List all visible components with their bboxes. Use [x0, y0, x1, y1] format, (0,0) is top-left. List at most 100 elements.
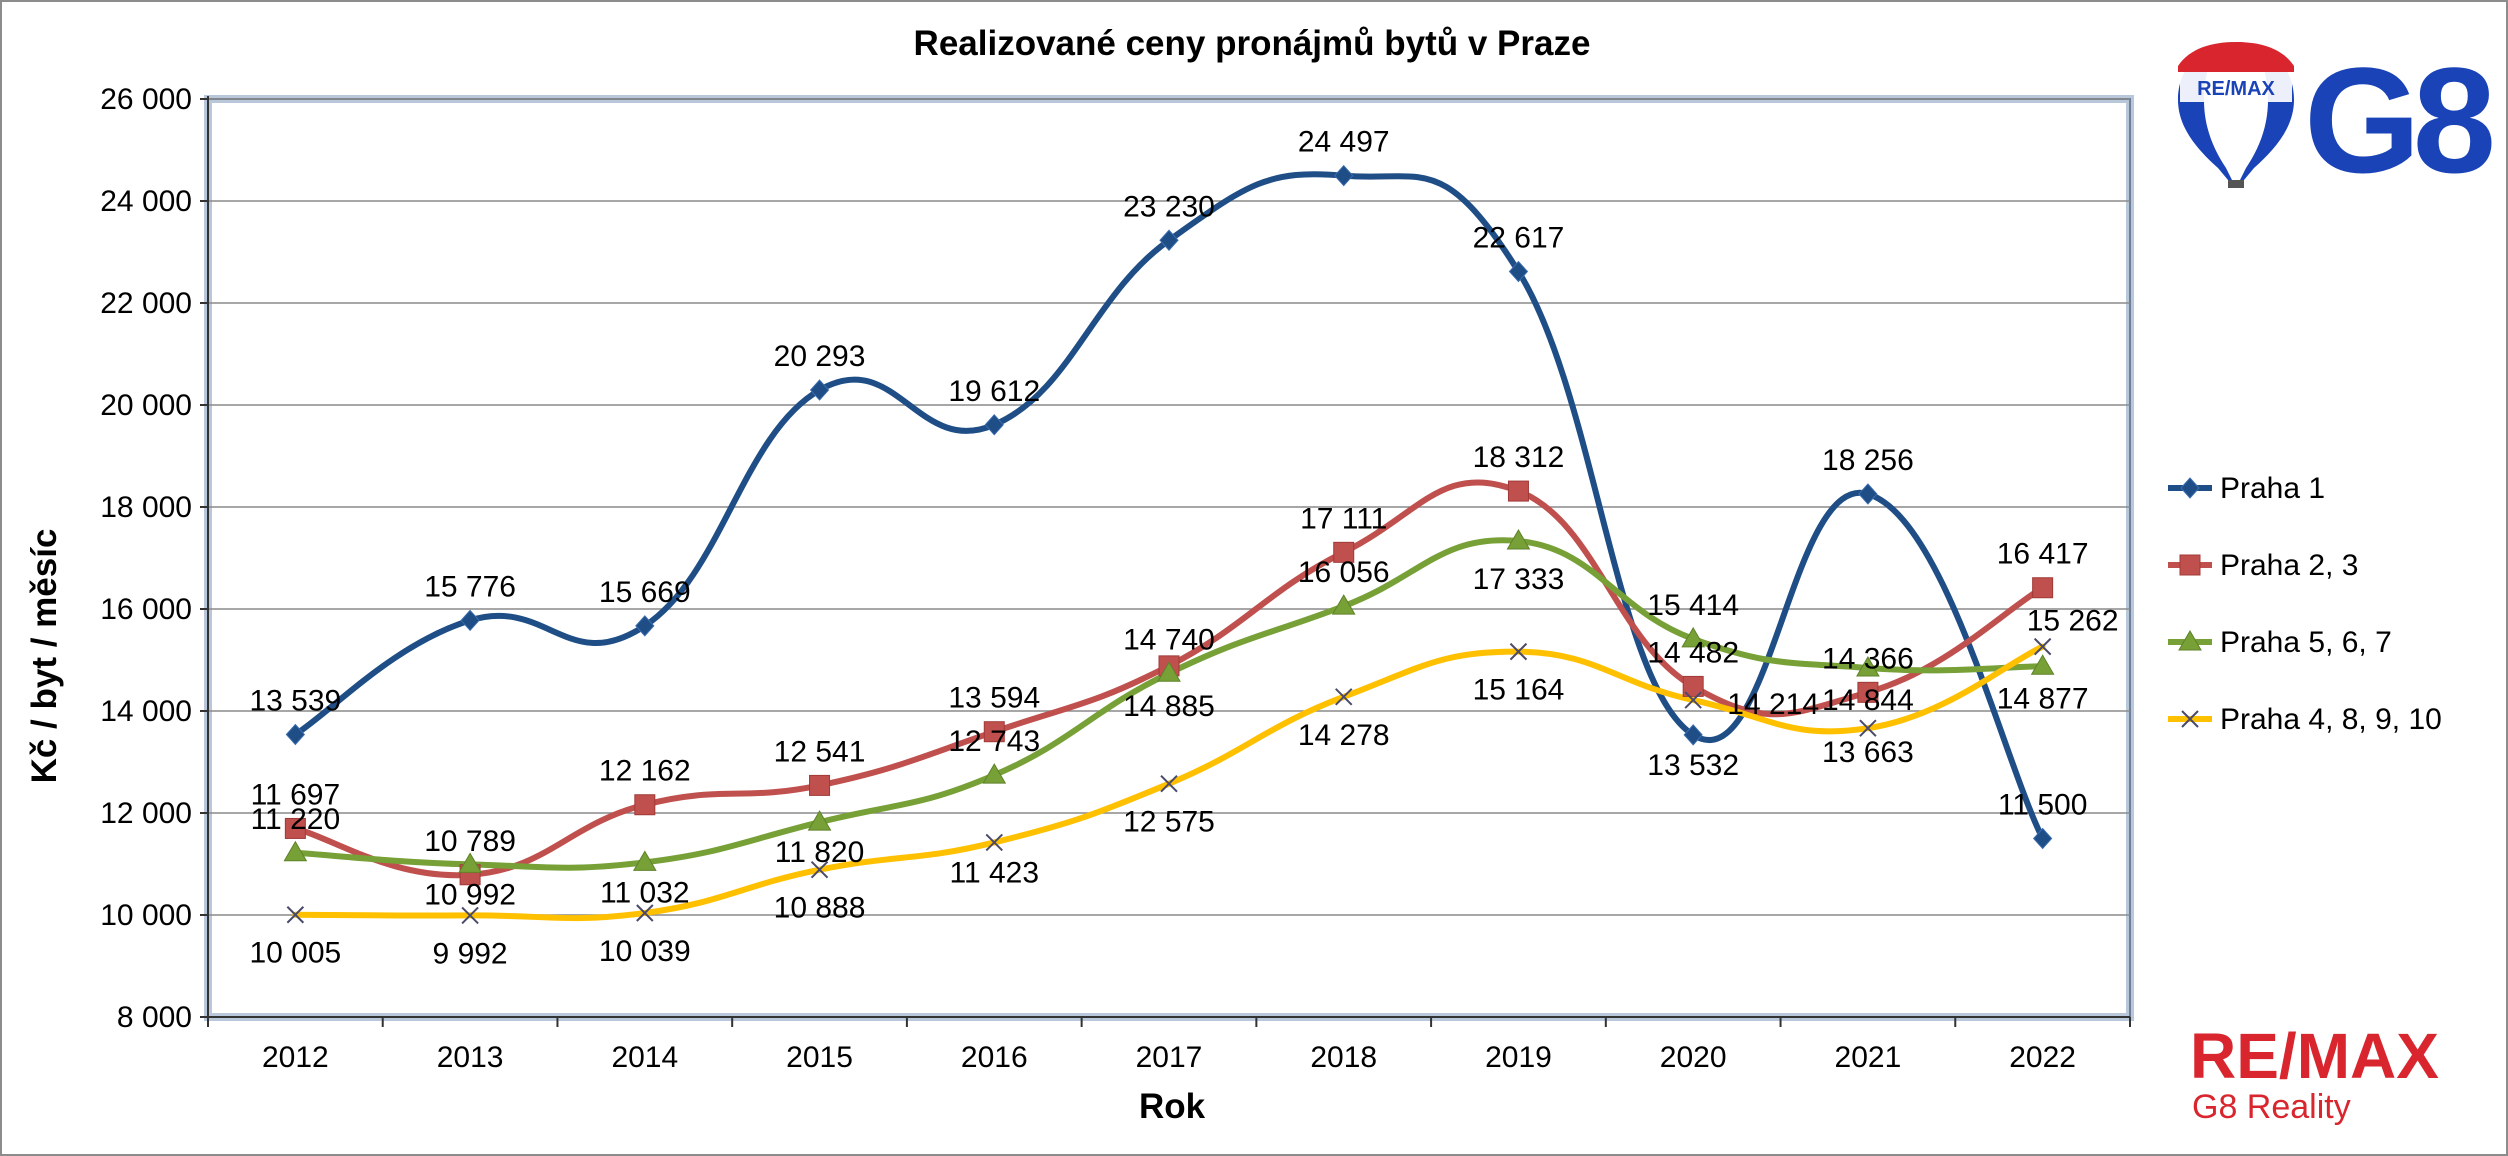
x-tick-label: 2018 [1310, 1041, 1377, 1074]
data-label: 15 776 [424, 570, 516, 603]
point-marker-x [636, 904, 654, 922]
point-marker-square [983, 721, 1005, 743]
data-label: 10 039 [599, 935, 691, 968]
data-label: 14 214 [1727, 688, 1819, 721]
point-marker-square [1333, 541, 1355, 563]
data-label: 14 877 [1997, 682, 2089, 715]
data-label: 22 617 [1473, 222, 1565, 255]
remax-subtitle: G8 Reality [2192, 1088, 2351, 1126]
y-tick-label: 10 000 [100, 899, 192, 932]
point-marker-diamond [1334, 164, 1354, 187]
x-axis-title: Rok [1139, 1087, 1206, 1126]
point-marker-triangle [1681, 626, 1706, 648]
data-label: 13 663 [1822, 736, 1914, 769]
point-marker-diamond [2180, 477, 2200, 499]
data-label: 16 417 [1997, 538, 2089, 571]
point-marker-diamond [460, 609, 480, 632]
point-marker-diamond [1858, 483, 1878, 505]
point-marker-x [1509, 642, 1528, 661]
x-tick-label: 2014 [611, 1041, 678, 1074]
x-tick-label: 2022 [2009, 1041, 2076, 1074]
data-label: 13 532 [1647, 749, 1739, 782]
x-axis: 2012 2013 2014 2015 2016 2017 2018 2019 2020 2021… [207, 1016, 2131, 1074]
data-label: 13 594 [948, 682, 1040, 715]
y-tick-label: 12 000 [100, 797, 192, 830]
data-label: 10 992 [424, 878, 516, 911]
data-label: 19 612 [948, 375, 1040, 408]
y-axis: 8 000 10 000 12 000 14 000 16 000 18 000 20 00… [100, 83, 209, 1034]
data-label: 10 789 [424, 825, 516, 858]
data-label: 15 262 [2027, 605, 2119, 638]
x-tick-label: 2012 [262, 1041, 329, 1074]
data-label: 18 256 [1822, 444, 1914, 477]
point-marker-triangle [2030, 654, 2055, 675]
data-label: 9 992 [433, 937, 508, 970]
data-label: 15 164 [1473, 674, 1565, 707]
point-marker-x [2181, 710, 2199, 728]
point-marker-square [284, 817, 306, 839]
point-marker-x [810, 861, 829, 879]
data-label: 12 541 [774, 735, 866, 768]
point-marker-square [809, 774, 831, 796]
point-marker-triangle [982, 763, 1007, 784]
point-marker-triangle [458, 852, 482, 873]
point-marker-x [1160, 774, 1178, 793]
balloon-logo-text: RE/MAX [2197, 78, 2275, 100]
y-tick-label: 22 000 [100, 287, 192, 320]
point-marker-diamond [1159, 229, 1179, 252]
data-label: 11 500 [1998, 789, 2088, 822]
data-label: 14 366 [1822, 642, 1914, 675]
data-label: 17 333 [1473, 563, 1565, 596]
point-marker-square [2032, 577, 2054, 599]
data-label: 11 220 [251, 803, 341, 836]
data-label: 23 230 [1123, 190, 1215, 223]
data-label: 11 820 [775, 836, 865, 869]
point-marker-triangle [1331, 594, 1356, 615]
x-tick-label: 2016 [961, 1041, 1028, 1074]
data-label: 12 743 [948, 725, 1040, 758]
data-label: 18 312 [1473, 441, 1565, 474]
point-marker-x [1335, 688, 1353, 706]
y-tick-label: 14 000 [100, 695, 192, 728]
data-label: 11 032 [600, 876, 690, 909]
point-marker-triangle [1506, 529, 1531, 550]
x-tick-label: 2021 [1835, 1041, 1902, 1074]
data-label: 14 885 [1123, 690, 1215, 723]
x-tick-label: 2017 [1136, 1041, 1203, 1074]
data-label: 15 414 [1647, 589, 1739, 622]
point-marker-x [985, 833, 1003, 852]
point-marker-diamond [285, 723, 306, 746]
y-tick-label: 26 000 [100, 83, 192, 116]
data-label: 10 888 [774, 892, 866, 925]
point-marker-diamond [2032, 827, 2053, 850]
data-label: 20 293 [774, 340, 866, 373]
point-marker-square [1857, 681, 1879, 703]
point-marker-triangle [1157, 661, 1181, 682]
legend: Praha 1 Praha 2, 3 Praha 5, 6, 7 Praha 4, 8… [2168, 472, 2442, 736]
point-marker-triangle [2178, 630, 2202, 651]
data-label: 14 740 [1123, 623, 1215, 656]
data-label: 15 669 [599, 576, 691, 609]
data-label: 11 423 [950, 856, 1040, 889]
remax-balloon-logo: RE/MAX [2178, 42, 2294, 188]
data-labels: 13 539 15 776 15 669 20 293 19 612 23 230 24 4… [249, 126, 2118, 971]
point-marker-diamond [1508, 260, 1529, 283]
legend-label: Praha 2, 3 [2220, 549, 2358, 582]
g8-logo: G8 [2304, 36, 2492, 204]
data-label: 14 278 [1298, 719, 1390, 752]
point-marker-triangle [632, 850, 657, 871]
point-marker-square [2179, 554, 2201, 576]
data-label: 12 162 [599, 755, 691, 788]
point-marker-triangle [807, 810, 832, 831]
y-tick-label: 8 000 [117, 1001, 192, 1034]
data-label: 16 056 [1298, 556, 1390, 589]
data-label: 10 005 [249, 937, 341, 970]
legend-label: Praha 4, 8, 9, 10 [2220, 703, 2442, 736]
point-marker-square [1682, 675, 1704, 697]
point-marker-diamond [1683, 724, 1703, 746]
series-markers [283, 164, 2055, 925]
point-marker-triangle [1856, 655, 1880, 677]
data-label: 17 111 [1300, 502, 1387, 535]
point-marker-triangle [283, 840, 308, 862]
